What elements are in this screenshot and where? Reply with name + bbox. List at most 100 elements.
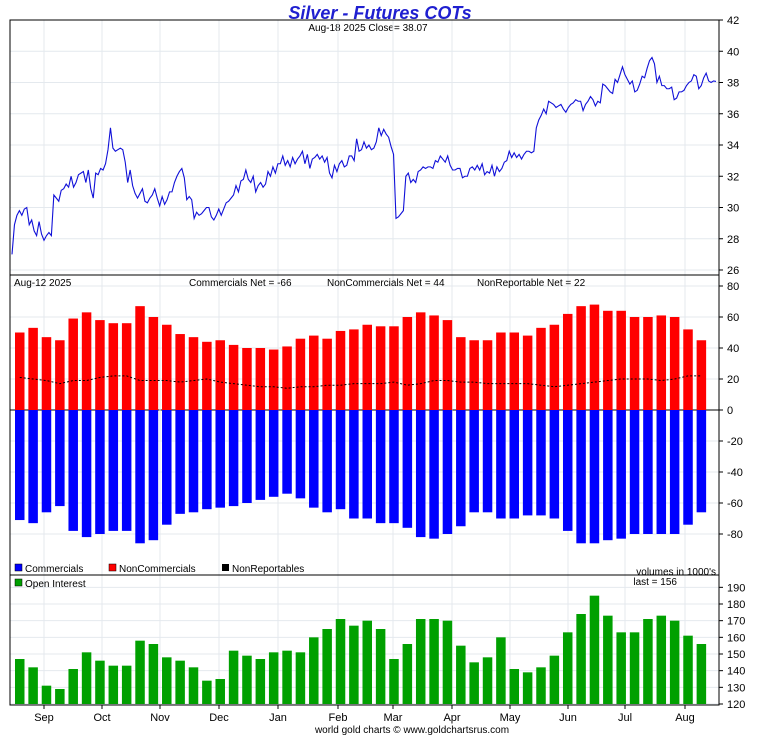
open-interest-bar bbox=[309, 637, 319, 704]
commercials-bar bbox=[562, 410, 573, 531]
open-interest-bar bbox=[95, 660, 105, 704]
noncommercials-bar bbox=[282, 346, 292, 410]
commercials-bar bbox=[322, 410, 332, 513]
commercials-bar bbox=[629, 410, 640, 534]
noncommercials-bar bbox=[215, 340, 225, 410]
oi-last-label: last = 156 bbox=[633, 577, 677, 588]
open-interest-bar bbox=[108, 665, 119, 704]
cot-tick-label: 40 bbox=[727, 343, 739, 355]
noncommercials-bar bbox=[255, 348, 266, 410]
open-interest-bar bbox=[188, 667, 199, 704]
noncommercials-bar bbox=[135, 306, 145, 410]
noncommercials-bar bbox=[429, 315, 439, 410]
commercials-bar bbox=[268, 410, 279, 497]
open-interest-bar bbox=[282, 650, 292, 704]
noncommercials-bar bbox=[335, 330, 346, 410]
open-interest-bar bbox=[295, 652, 306, 704]
cot-tick-label: -40 bbox=[727, 467, 743, 479]
commercials-bar bbox=[41, 410, 52, 513]
open-interest-bar bbox=[616, 632, 626, 704]
x-tick-label: Sep bbox=[34, 712, 54, 724]
noncommercials-bar bbox=[669, 317, 680, 410]
commercials-bar bbox=[549, 410, 560, 519]
cot-legend: Commercials NonCommercials NonReportable… bbox=[14, 563, 716, 578]
open-interest-bar bbox=[121, 665, 132, 704]
noncommercials-bar bbox=[309, 335, 319, 410]
commercials-bar bbox=[309, 410, 319, 508]
commercials-bar bbox=[603, 410, 613, 541]
x-tick-label: Dec bbox=[209, 712, 229, 724]
open-interest-bar bbox=[375, 629, 386, 704]
commercials-bar bbox=[442, 410, 453, 534]
open-interest-bar bbox=[415, 619, 426, 704]
noncommercials-bar bbox=[242, 348, 252, 410]
noncommercials-bar bbox=[375, 326, 386, 410]
cot-tick-label: 80 bbox=[727, 281, 739, 293]
commercials-bar bbox=[536, 410, 546, 516]
commercials-bar bbox=[696, 410, 707, 513]
price-axis: 26 28 30 32 34 36 38 40 42 bbox=[719, 15, 739, 277]
price-tick-label: 34 bbox=[727, 140, 739, 152]
x-axis: Sep Oct Nov Dec Jan Feb Mar Apr May Jun Jul Aug bbox=[34, 705, 695, 724]
oi-axis: 120 130 140 150 160 170 180 190 bbox=[719, 582, 745, 711]
open-interest-bar bbox=[643, 619, 653, 704]
commercials-bar bbox=[68, 410, 78, 531]
commercials-bar bbox=[656, 410, 667, 534]
cot-tick-label: 0 bbox=[727, 405, 733, 417]
commercials-bar bbox=[589, 410, 600, 544]
open-interest-bar bbox=[522, 672, 533, 704]
price-tick-label: 40 bbox=[727, 46, 739, 58]
chart-subtitle: Aug-18 2025 Close= 38.07 bbox=[308, 23, 428, 34]
commercials-bar bbox=[148, 410, 159, 541]
legend-commercials: Commercials bbox=[25, 564, 83, 575]
commercials-bar bbox=[482, 410, 493, 513]
x-tick-label: Jun bbox=[559, 712, 577, 724]
commercials-bar bbox=[55, 410, 65, 507]
price-tick-label: 32 bbox=[727, 171, 739, 183]
noncommercials-bar bbox=[616, 310, 626, 410]
open-interest-bar bbox=[389, 659, 399, 704]
cot-date-label: Aug-12 2025 bbox=[14, 278, 72, 289]
oi-tick-label: 130 bbox=[727, 682, 745, 694]
legend-open-interest: Open Interest bbox=[25, 579, 86, 590]
cot-axis: -80 -60 -40 -20 0 20 40 60 80 bbox=[719, 281, 743, 541]
noncommercials-bar bbox=[549, 324, 560, 410]
commercials-bar bbox=[643, 410, 653, 534]
commercials-bar bbox=[469, 410, 479, 513]
noncommercials-bar bbox=[295, 338, 306, 410]
noncommercials-bar bbox=[482, 340, 493, 410]
commercials-bar bbox=[335, 410, 346, 510]
open-interest-bar bbox=[162, 657, 172, 704]
commercials-net-label: Commercials Net = -66 bbox=[189, 278, 292, 289]
oi-tick-label: 150 bbox=[727, 649, 745, 661]
noncommercials-bar bbox=[509, 332, 520, 410]
open-interest-bar bbox=[148, 644, 159, 704]
x-tick-label: Oct bbox=[93, 712, 110, 724]
open-interest-bar bbox=[496, 637, 506, 704]
x-tick-label: Jan bbox=[269, 712, 287, 724]
x-tick-label: Aug bbox=[675, 712, 695, 724]
noncommercials-bar bbox=[28, 327, 38, 410]
price-tick-label: 26 bbox=[727, 265, 739, 277]
noncommercials-bar bbox=[696, 340, 707, 410]
open-interest-bar bbox=[362, 620, 372, 704]
open-interest-bar bbox=[242, 655, 252, 704]
price-tick-label: 30 bbox=[727, 203, 739, 215]
legend-swatch-commercials bbox=[14, 563, 23, 572]
commercials-bar bbox=[456, 410, 466, 527]
noncommercials-bar bbox=[522, 335, 533, 410]
noncommercials-net-label: NonCommercials Net = 44 bbox=[327, 278, 445, 289]
noncommercials-bar bbox=[402, 317, 413, 410]
commercials-bar bbox=[228, 410, 239, 507]
open-interest-bar bbox=[482, 657, 493, 704]
noncommercials-bar bbox=[268, 349, 279, 410]
noncommercials-bar bbox=[55, 340, 65, 410]
price-tick-label: 42 bbox=[727, 15, 739, 27]
noncommercials-bar bbox=[81, 312, 92, 410]
commercials-bar bbox=[375, 410, 386, 524]
commercials-bar bbox=[175, 410, 185, 514]
price-tick-label: 28 bbox=[727, 234, 739, 246]
noncommercials-bar bbox=[442, 320, 453, 410]
commercials-bar bbox=[255, 410, 266, 500]
